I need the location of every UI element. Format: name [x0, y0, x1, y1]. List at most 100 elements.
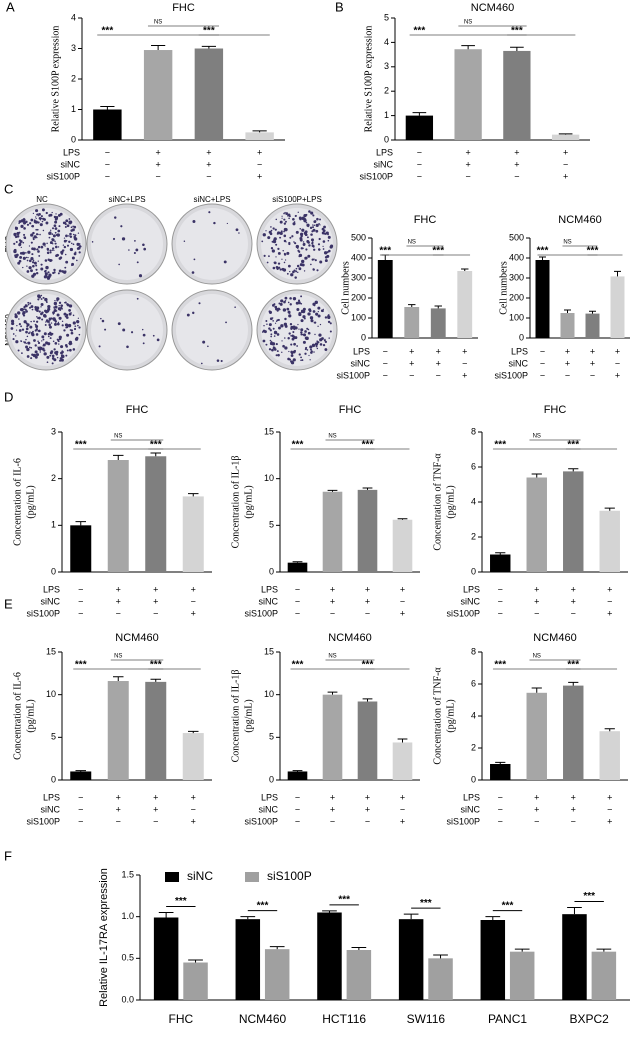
colony — [28, 266, 32, 270]
colony — [312, 310, 316, 313]
colony — [40, 298, 43, 300]
colony — [300, 359, 302, 361]
condition-sign: − — [330, 608, 335, 618]
colony — [40, 245, 44, 249]
bar — [183, 962, 208, 1000]
condition-sign: − — [155, 171, 160, 181]
colony — [300, 333, 303, 336]
colony — [263, 330, 267, 334]
condition-sign: + — [191, 792, 196, 802]
colony — [301, 259, 305, 264]
y-tick-label: 6 — [471, 461, 476, 471]
colony — [35, 268, 38, 271]
colony — [301, 216, 305, 221]
colony — [268, 327, 271, 330]
colony — [220, 359, 223, 363]
condition-sign: − — [330, 816, 335, 826]
condition-sign: − — [295, 608, 300, 618]
bar — [143, 50, 173, 140]
condition-sign: + — [330, 584, 335, 594]
condition-sign: + — [462, 370, 467, 380]
colony — [46, 251, 50, 255]
colony — [302, 340, 306, 344]
colony — [292, 350, 296, 354]
colony — [17, 311, 21, 315]
bar — [357, 701, 378, 780]
colony — [319, 224, 321, 226]
colony — [56, 233, 59, 236]
colony — [20, 307, 24, 312]
y-tick-label: 400 — [509, 252, 524, 262]
colony — [19, 251, 23, 255]
panel-letter: A — [6, 0, 15, 14]
colony — [74, 237, 78, 241]
colony — [58, 307, 60, 310]
colony — [29, 302, 32, 305]
error-bar — [495, 761, 506, 764]
bar — [405, 115, 434, 140]
colony — [59, 256, 63, 259]
colony — [279, 268, 282, 271]
colony — [304, 348, 307, 351]
colony — [300, 247, 304, 250]
colony — [318, 248, 321, 251]
colony — [281, 217, 283, 219]
colony — [299, 227, 302, 230]
colony — [58, 269, 62, 273]
error-bar — [558, 133, 573, 135]
y-axis-label: (pg/mL) — [243, 485, 254, 518]
colony — [36, 248, 39, 251]
colony — [55, 350, 59, 354]
colony — [299, 232, 304, 236]
colony — [317, 306, 321, 310]
colony — [289, 323, 293, 326]
colony-well — [86, 289, 168, 371]
condition-sign: + — [206, 159, 211, 169]
colony — [53, 307, 55, 309]
colony — [134, 240, 136, 242]
colony — [54, 220, 58, 224]
colony — [48, 320, 51, 322]
colony — [290, 343, 293, 346]
colony — [301, 359, 304, 362]
colony — [60, 345, 64, 349]
colony — [308, 210, 311, 213]
colony — [276, 233, 279, 235]
error-bar — [408, 304, 416, 307]
bar — [551, 134, 580, 140]
colony — [77, 317, 80, 319]
y-tick-label: 5 — [384, 12, 389, 22]
colony — [275, 354, 278, 357]
colony — [20, 246, 22, 248]
colony — [306, 223, 310, 227]
colony — [37, 245, 41, 249]
y-tick-label: 0 — [384, 134, 389, 144]
colony — [18, 239, 22, 242]
colony — [44, 272, 48, 276]
y-tick-label: 8 — [471, 426, 476, 436]
colony — [37, 341, 41, 345]
condition-sign: + — [436, 346, 441, 356]
condition-sign: − — [116, 608, 121, 618]
colony — [38, 310, 41, 313]
y-tick-label: 1.0 — [121, 911, 134, 921]
colony — [78, 245, 82, 248]
bar — [357, 489, 378, 572]
colony — [270, 247, 274, 250]
colony — [281, 215, 283, 217]
colony — [292, 270, 295, 274]
colony — [314, 259, 317, 262]
condition-label: siS100P — [26, 816, 60, 826]
colony — [315, 312, 319, 316]
colony — [32, 261, 35, 263]
y-tick-label: 3 — [384, 61, 389, 71]
colony — [66, 219, 68, 222]
bar — [182, 733, 204, 780]
colony — [281, 351, 283, 353]
colony — [301, 263, 305, 267]
colony — [310, 319, 314, 323]
colony — [35, 216, 37, 218]
bar — [194, 48, 224, 140]
colony — [51, 227, 55, 230]
condition-sign: − — [78, 816, 83, 826]
